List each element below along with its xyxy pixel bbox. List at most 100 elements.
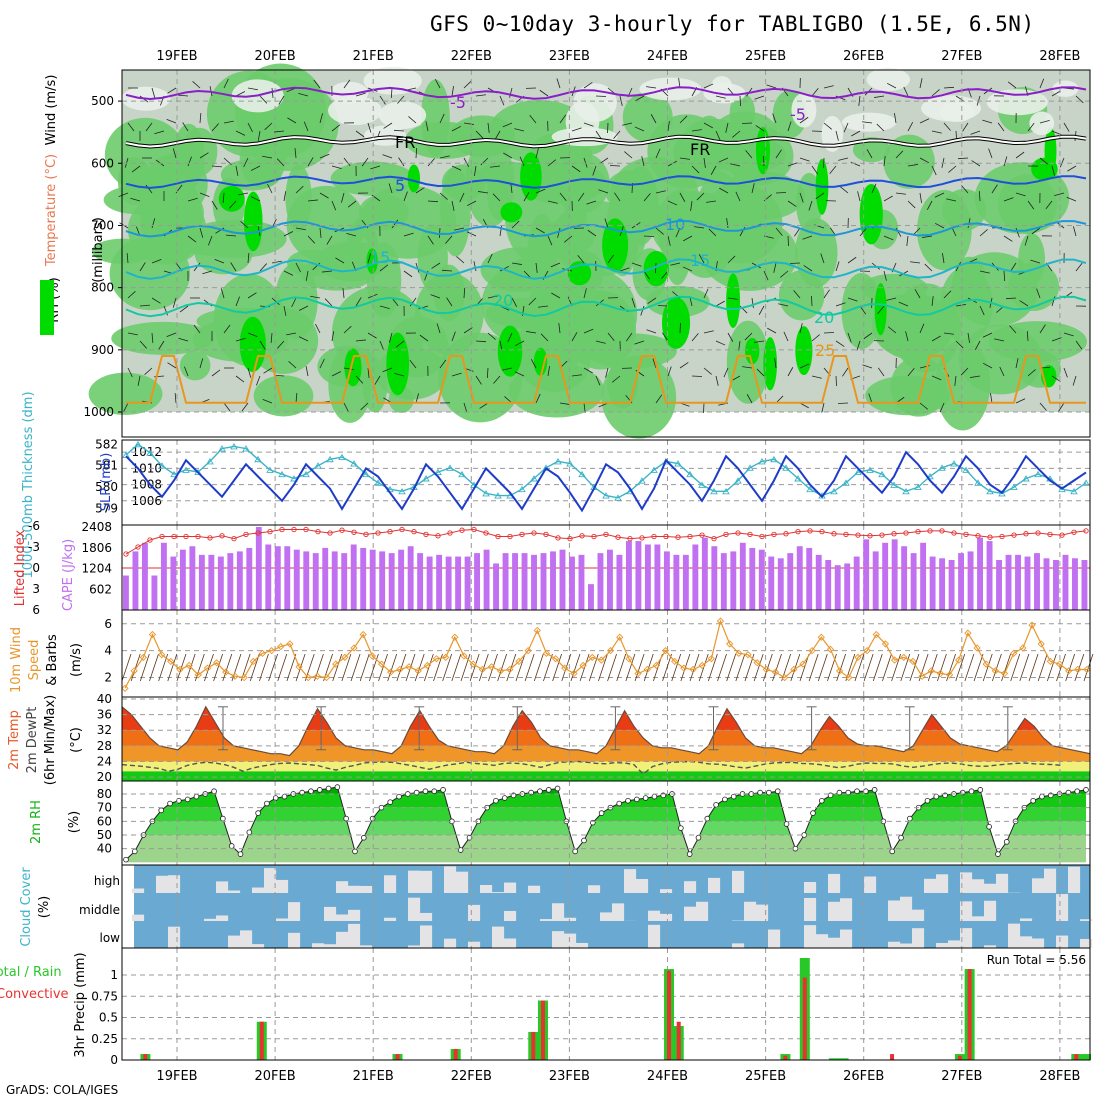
wind-barb	[754, 340, 765, 343]
wind-barb	[758, 305, 765, 315]
temp-band	[122, 730, 1090, 746]
wind-barb	[511, 220, 520, 229]
wind-barb	[145, 122, 153, 132]
wind-barb	[802, 235, 813, 240]
wind-point	[817, 633, 825, 641]
contour-20	[125, 295, 1087, 318]
cape-bar	[417, 553, 424, 610]
wind-point	[487, 663, 496, 671]
wind-barb	[538, 305, 549, 308]
li-point	[471, 526, 477, 533]
cloud-cover-block	[408, 945, 421, 948]
wind-barb	[703, 367, 712, 375]
chart-title: GFS 0~10day 3-hourly for TABLIGBO (1.5E,…	[430, 12, 1035, 36]
rh-shade	[465, 137, 515, 228]
thickness-point	[710, 487, 718, 495]
cloud-cover-block	[912, 909, 925, 921]
li-point	[159, 533, 165, 540]
wind-point	[1019, 644, 1027, 652]
wind-barb-10m	[836, 653, 847, 682]
label-temperature: Temperature (°C)	[44, 154, 59, 267]
ytick-li: 6	[32, 603, 40, 617]
wind-barb	[295, 227, 306, 231]
wind-point	[1083, 665, 1091, 674]
ylabel-cape: CAPE (J/kg)	[61, 539, 76, 611]
cape-bar	[996, 560, 1002, 610]
date-label-bottom: 21FEB	[353, 1069, 394, 1084]
wind-barb	[127, 291, 136, 299]
wind-barb	[851, 130, 861, 137]
wind-barb	[388, 183, 393, 194]
rh-point	[369, 815, 376, 822]
wind-barb	[199, 152, 209, 159]
wind-point	[561, 664, 569, 672]
wind-barb	[919, 192, 922, 203]
wind-barb-10m	[460, 653, 471, 682]
wind-barb	[955, 340, 964, 349]
cape-bar	[189, 546, 196, 610]
wind-barb-10m	[882, 653, 892, 682]
ytick-cloud-middle: middle	[79, 903, 120, 917]
date-label-top: 20FEB	[255, 49, 296, 64]
wind-barb	[646, 86, 657, 89]
wind-barb	[961, 185, 969, 194]
wind-barb	[539, 89, 549, 97]
wind-barb	[463, 287, 466, 299]
thickness-point	[950, 460, 958, 467]
wind-barb	[430, 294, 441, 299]
cloud-cover-block	[420, 912, 433, 921]
wind-barb	[341, 192, 345, 203]
cloud-cover-block	[420, 925, 433, 948]
wind-barb	[235, 165, 239, 176]
thickness-point	[806, 485, 814, 493]
wind-barb	[931, 335, 941, 342]
li-point	[363, 531, 369, 538]
cloud-cover-block	[348, 909, 361, 921]
wind-barb-10m	[1037, 653, 1048, 682]
cape-bar	[844, 563, 851, 610]
wind-barb	[427, 200, 439, 203]
rh-point	[889, 848, 896, 855]
wind-barb	[528, 297, 537, 306]
wind-barb	[355, 375, 364, 384]
wind-barb	[283, 270, 294, 276]
wind-barb	[247, 292, 257, 299]
wind-point	[478, 665, 486, 674]
wind-barb	[1063, 122, 1070, 132]
wind-barb	[558, 323, 561, 334]
wind-barb	[211, 200, 218, 210]
wind-barb	[820, 253, 825, 264]
cloud-cover-block	[168, 926, 181, 948]
wind-barb	[858, 95, 861, 106]
cape-bar	[540, 553, 547, 610]
cape-bar	[151, 575, 158, 610]
wind-barb	[535, 262, 538, 273]
li-point	[339, 527, 345, 533]
wind-point	[726, 640, 734, 648]
wind-point	[1046, 657, 1054, 666]
wind-barb	[563, 235, 573, 243]
cloud-cover-block	[888, 900, 901, 921]
rh-point	[722, 796, 728, 803]
wind-barb	[230, 262, 237, 272]
li-point	[375, 530, 381, 536]
wind-barb	[487, 295, 498, 299]
wind-barb	[315, 323, 321, 334]
wind-point	[497, 667, 505, 675]
wind-barb-10m	[497, 653, 508, 682]
wind-barb	[595, 340, 606, 344]
contour-label: 5	[395, 176, 405, 195]
cloud-cover-block	[708, 877, 721, 893]
wind-barb	[274, 130, 285, 133]
wind-barb	[675, 227, 681, 238]
li-point	[891, 531, 897, 537]
cloud-cover-block	[552, 903, 565, 921]
cloud-cover-block	[1032, 878, 1045, 893]
wind-barb-10m	[268, 653, 278, 682]
wind-barb	[547, 235, 553, 246]
wind-point	[423, 661, 431, 670]
wind-barb	[583, 122, 594, 127]
ylabel-wind-b: Speed	[27, 640, 42, 681]
wind-barb	[487, 122, 490, 133]
wind-barb	[839, 186, 849, 194]
